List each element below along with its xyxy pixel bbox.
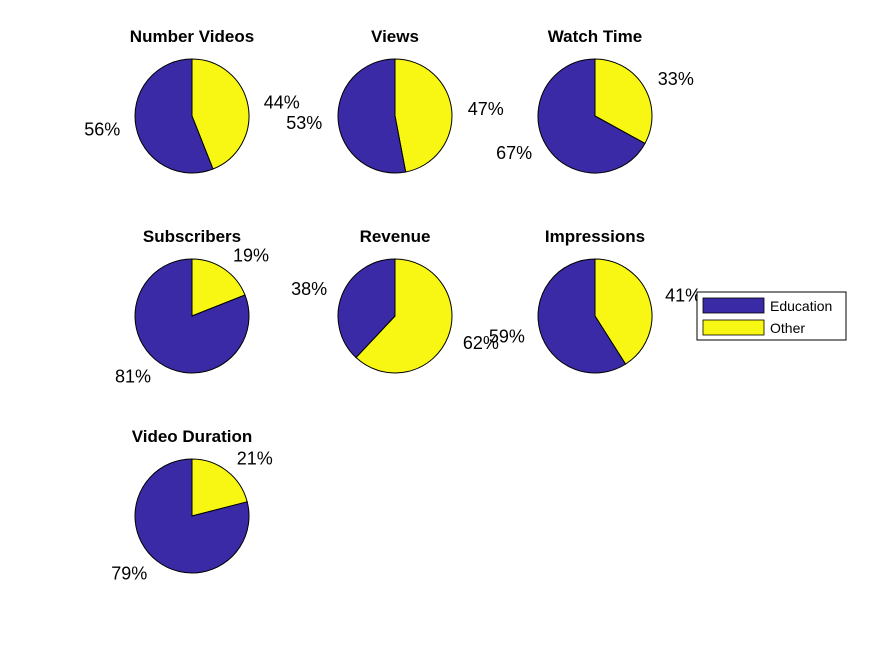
pie-label-education: 81% [115, 366, 151, 386]
pie-slice-other [191, 58, 250, 170]
pie-label-education: 59% [489, 326, 525, 346]
pie-views: Views 47% 53% [286, 27, 504, 174]
pie-label-other: 44% [264, 92, 300, 112]
pie-slice-other [191, 258, 246, 317]
pie-label-education: 56% [84, 120, 120, 140]
legend: Education Other [696, 291, 847, 341]
pie-slice-other [191, 458, 248, 517]
pie-label-other: 62% [463, 333, 499, 353]
pie-title-revenue: Revenue [360, 227, 431, 246]
pie-slice-other [394, 58, 453, 173]
legend-swatch-other [702, 319, 765, 336]
pie-label-education: 79% [111, 564, 147, 584]
pie-slice-education [337, 258, 396, 359]
pie-slice-education [537, 58, 646, 174]
pie-title-subscribers: Subscribers [143, 227, 241, 246]
pie-label-other: 33% [658, 69, 694, 89]
pie-grid: Number Videos 44% 56% Views 47% 53% Watch Time… [84, 27, 701, 584]
pie-label-education: 67% [496, 143, 532, 163]
pie-slice-education [134, 58, 214, 174]
pie-revenue: Revenue 62% 38% [291, 227, 499, 374]
pie-video-duration: Video Duration 21% 79% [111, 427, 272, 584]
pie-impressions: Impressions 41% 59% [489, 227, 701, 374]
pie-label-education: 53% [286, 113, 322, 133]
pie-number-videos: Number Videos 44% 56% [84, 27, 300, 174]
pie-slice-education [134, 458, 250, 574]
legend-label-other: Other [770, 320, 805, 336]
pie-title-number-videos: Number Videos [130, 27, 254, 46]
pie-slice-education [337, 58, 407, 174]
pie-label-other: 47% [468, 99, 504, 119]
pie-label-other: 41% [665, 286, 701, 306]
legend-swatch-education [702, 297, 765, 314]
pie-label-other: 21% [237, 448, 273, 468]
pie-watch-time: Watch Time 33% 67% [496, 27, 694, 174]
pie-slice-education [134, 258, 250, 374]
pie-slice-other [355, 258, 453, 374]
legend-label-education: Education [770, 298, 832, 314]
pie-label-other: 19% [233, 246, 269, 266]
pie-label-education: 38% [291, 279, 327, 299]
pie-slice-education [537, 258, 627, 374]
pie-title-impressions: Impressions [545, 227, 645, 246]
pie-title-video-duration: Video Duration [132, 427, 253, 446]
pie-title-watch-time: Watch Time [548, 27, 642, 46]
pie-slice-other [594, 58, 653, 145]
pie-title-views: Views [371, 27, 419, 46]
